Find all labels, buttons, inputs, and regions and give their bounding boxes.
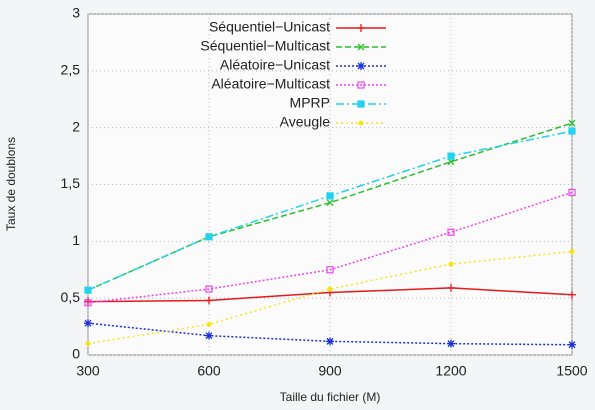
y-tick-label: 3 bbox=[72, 5, 80, 21]
chart: Taille du fichier (M) Taux de doublons 0… bbox=[0, 0, 595, 410]
y-tick-label: 0,5 bbox=[61, 289, 81, 305]
legend-label: Aveugle bbox=[280, 114, 331, 130]
x-axis-label: Taille du fichier (M) bbox=[280, 390, 381, 404]
x-tick-label: 1200 bbox=[435, 363, 466, 379]
x-tick-label: 600 bbox=[197, 363, 221, 379]
point bbox=[84, 319, 92, 327]
y-axis-label: Taux de doublons bbox=[4, 137, 18, 231]
y-tick-label: 1,5 bbox=[61, 175, 81, 191]
x-tick-label: 300 bbox=[76, 363, 100, 379]
legend-marker bbox=[359, 121, 364, 126]
legend-label: Aléatoire−Multicast bbox=[211, 76, 330, 92]
x-tick-label: 900 bbox=[318, 363, 342, 379]
point bbox=[327, 193, 333, 199]
point bbox=[447, 340, 455, 348]
y-tick-label: 2,5 bbox=[61, 62, 81, 78]
point bbox=[326, 337, 334, 345]
y-tick-label: 1 bbox=[72, 232, 80, 248]
legend-marker bbox=[357, 62, 365, 70]
point bbox=[570, 249, 575, 254]
legend-label: MPRP bbox=[290, 95, 330, 111]
x-tick-label: 1500 bbox=[556, 363, 587, 379]
legend-label: Aléatoire−Unicast bbox=[220, 57, 330, 73]
point bbox=[449, 262, 454, 267]
y-tick-label: 0 bbox=[72, 346, 80, 362]
point bbox=[205, 332, 213, 340]
point bbox=[85, 287, 91, 293]
point bbox=[207, 322, 212, 327]
legend-label: Séquentiel−Unicast bbox=[209, 19, 330, 35]
point bbox=[206, 234, 212, 240]
point bbox=[86, 341, 91, 346]
y-tick-label: 2 bbox=[72, 118, 80, 134]
legend-label: Séquentiel−Multicast bbox=[200, 38, 330, 54]
legend-marker bbox=[358, 101, 364, 107]
point bbox=[328, 287, 333, 292]
point bbox=[569, 128, 575, 134]
point bbox=[448, 153, 454, 159]
point bbox=[568, 341, 576, 349]
